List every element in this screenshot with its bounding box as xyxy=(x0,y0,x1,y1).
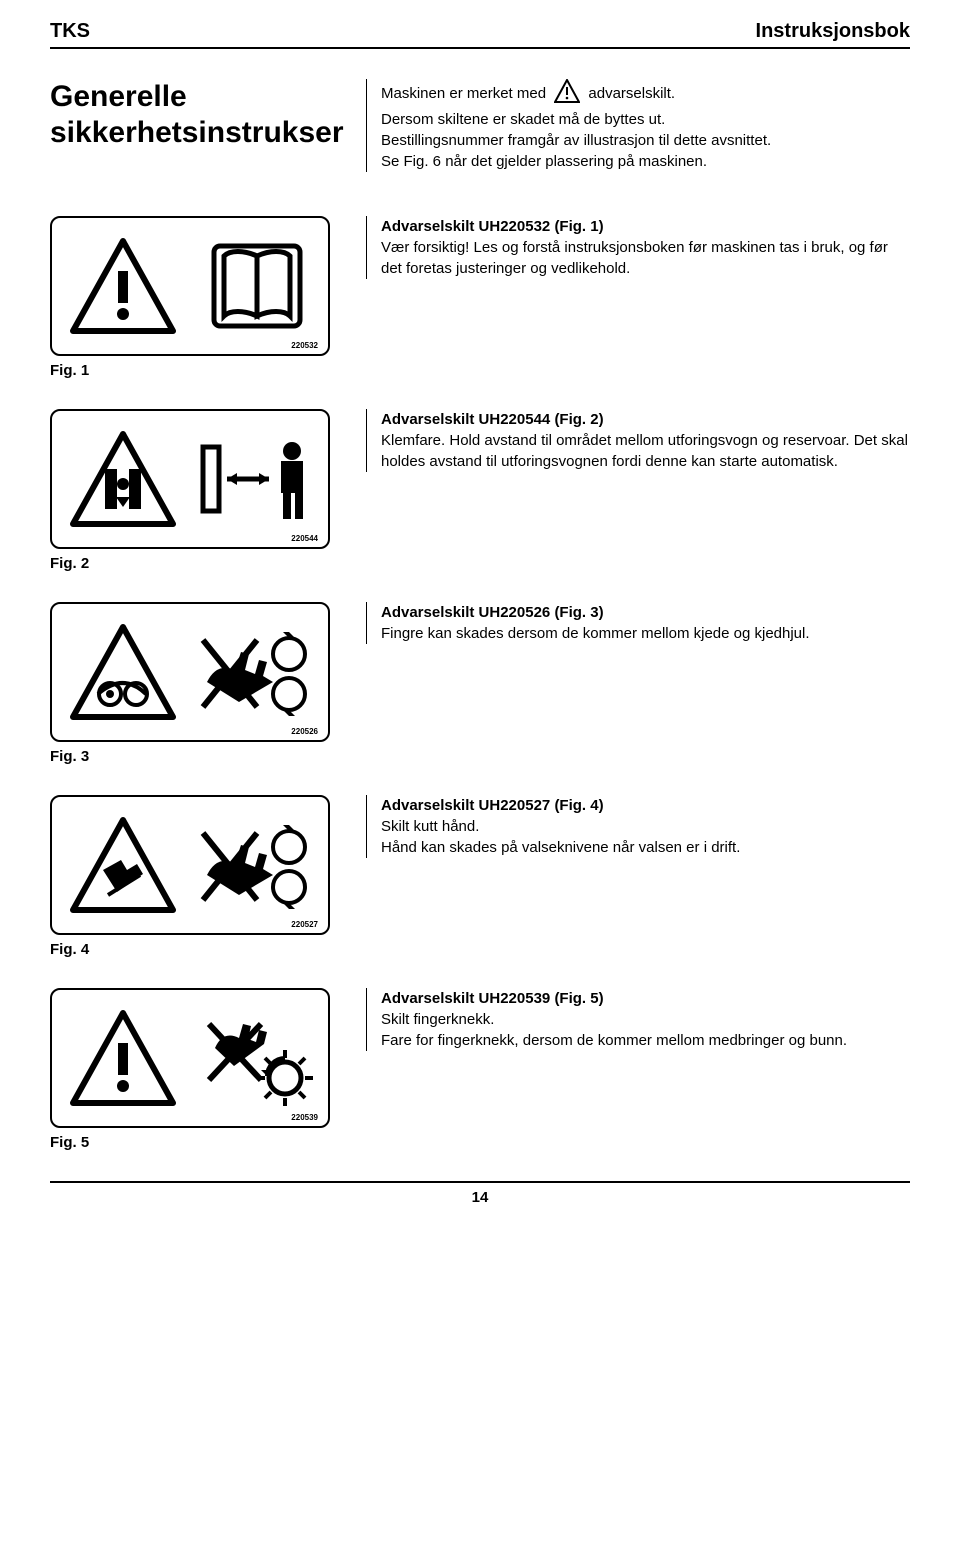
section-2-text: Advarselskilt UH220544 (Fig. 2) Klemfare… xyxy=(366,409,910,472)
part-number: 220526 xyxy=(291,727,318,736)
cut-hand-icon xyxy=(68,815,178,915)
section-2-title: Advarselskilt UH220544 (Fig. 2) xyxy=(381,409,910,430)
page-number: 14 xyxy=(472,1189,489,1206)
section-1-body: Vær forsiktig! Les og forstå instruksjon… xyxy=(381,237,910,279)
fig-3-caption: Fig. 3 xyxy=(50,748,910,765)
section-4-title: Advarselskilt UH220527 (Fig. 4) xyxy=(381,795,910,816)
section-4-body: Skilt kutt hånd. Hånd kan skades på vals… xyxy=(381,816,910,858)
exclamation-triangle-icon xyxy=(68,1008,178,1108)
intro-line2: Dersom skiltene er skadet må de byttes u… xyxy=(381,111,665,128)
finger-crush-gear-icon xyxy=(197,1008,317,1108)
section-5-title: Advarselskilt UH220539 (Fig. 5) xyxy=(381,988,910,1009)
warning-label-5: 220539 xyxy=(50,988,330,1128)
section-4-text: Advarselskilt UH220527 (Fig. 4) Skilt ku… xyxy=(366,795,910,858)
header-left: TKS xyxy=(50,20,90,43)
warning-label-3: 220526 xyxy=(50,602,330,742)
fig-1-caption: Fig. 1 xyxy=(50,362,910,379)
part-number: 220539 xyxy=(291,1113,318,1122)
page-title: Generelle sikkerhetsinstrukser xyxy=(50,79,350,151)
page-header: TKS Instruksjonsbok xyxy=(50,20,910,49)
exclamation-triangle-icon xyxy=(68,236,178,336)
intro-line3: Bestillingsnummer framgår av illustrasjo… xyxy=(381,132,771,149)
crush-hazard-icon xyxy=(68,429,178,529)
section-3-title: Advarselskilt UH220526 (Fig. 3) xyxy=(381,602,910,623)
intro-text: Maskinen er merket med advarselskilt. De… xyxy=(366,79,910,172)
warning-label-1: 220532 xyxy=(50,216,330,356)
manual-book-icon xyxy=(202,236,312,336)
header-right: Instruksjonsbok xyxy=(756,20,910,43)
warning-triangle-icon xyxy=(554,79,580,109)
fig-5-caption: Fig. 5 xyxy=(50,1134,910,1151)
no-touch-rotating-icon xyxy=(197,622,317,722)
section-1-text: Advarselskilt UH220532 (Fig. 1) Vær fors… xyxy=(366,216,910,279)
section-1-title: Advarselskilt UH220532 (Fig. 1) xyxy=(381,216,910,237)
intro-line1b: advarselskilt. xyxy=(588,85,675,102)
section-3-text: Advarselskilt UH220526 (Fig. 3) Fingre k… xyxy=(366,602,910,644)
keep-distance-icon xyxy=(197,429,317,529)
fig-2-caption: Fig. 2 xyxy=(50,555,910,572)
fig-4-caption: Fig. 4 xyxy=(50,941,910,958)
part-number: 220527 xyxy=(291,920,318,929)
section-5-text: Advarselskilt UH220539 (Fig. 5) Skilt fi… xyxy=(366,988,910,1051)
chain-sprocket-icon xyxy=(68,622,178,722)
page-footer: 14 xyxy=(50,1181,910,1206)
warning-label-4: 220527 xyxy=(50,795,330,935)
warning-label-2: 220544 xyxy=(50,409,330,549)
intro-line1a: Maskinen er merket med xyxy=(381,85,546,102)
part-number: 220544 xyxy=(291,534,318,543)
part-number: 220532 xyxy=(291,341,318,350)
intro-line4: Se Fig. 6 når det gjelder plassering på … xyxy=(381,153,707,170)
section-2-body: Klemfare. Hold avstand til området mello… xyxy=(381,430,910,472)
section-3-body: Fingre kan skades dersom de kommer mello… xyxy=(381,623,910,644)
section-5-body: Skilt fingerknekk. Fare for fingerknekk,… xyxy=(381,1009,910,1051)
no-touch-rotating-icon xyxy=(197,815,317,915)
